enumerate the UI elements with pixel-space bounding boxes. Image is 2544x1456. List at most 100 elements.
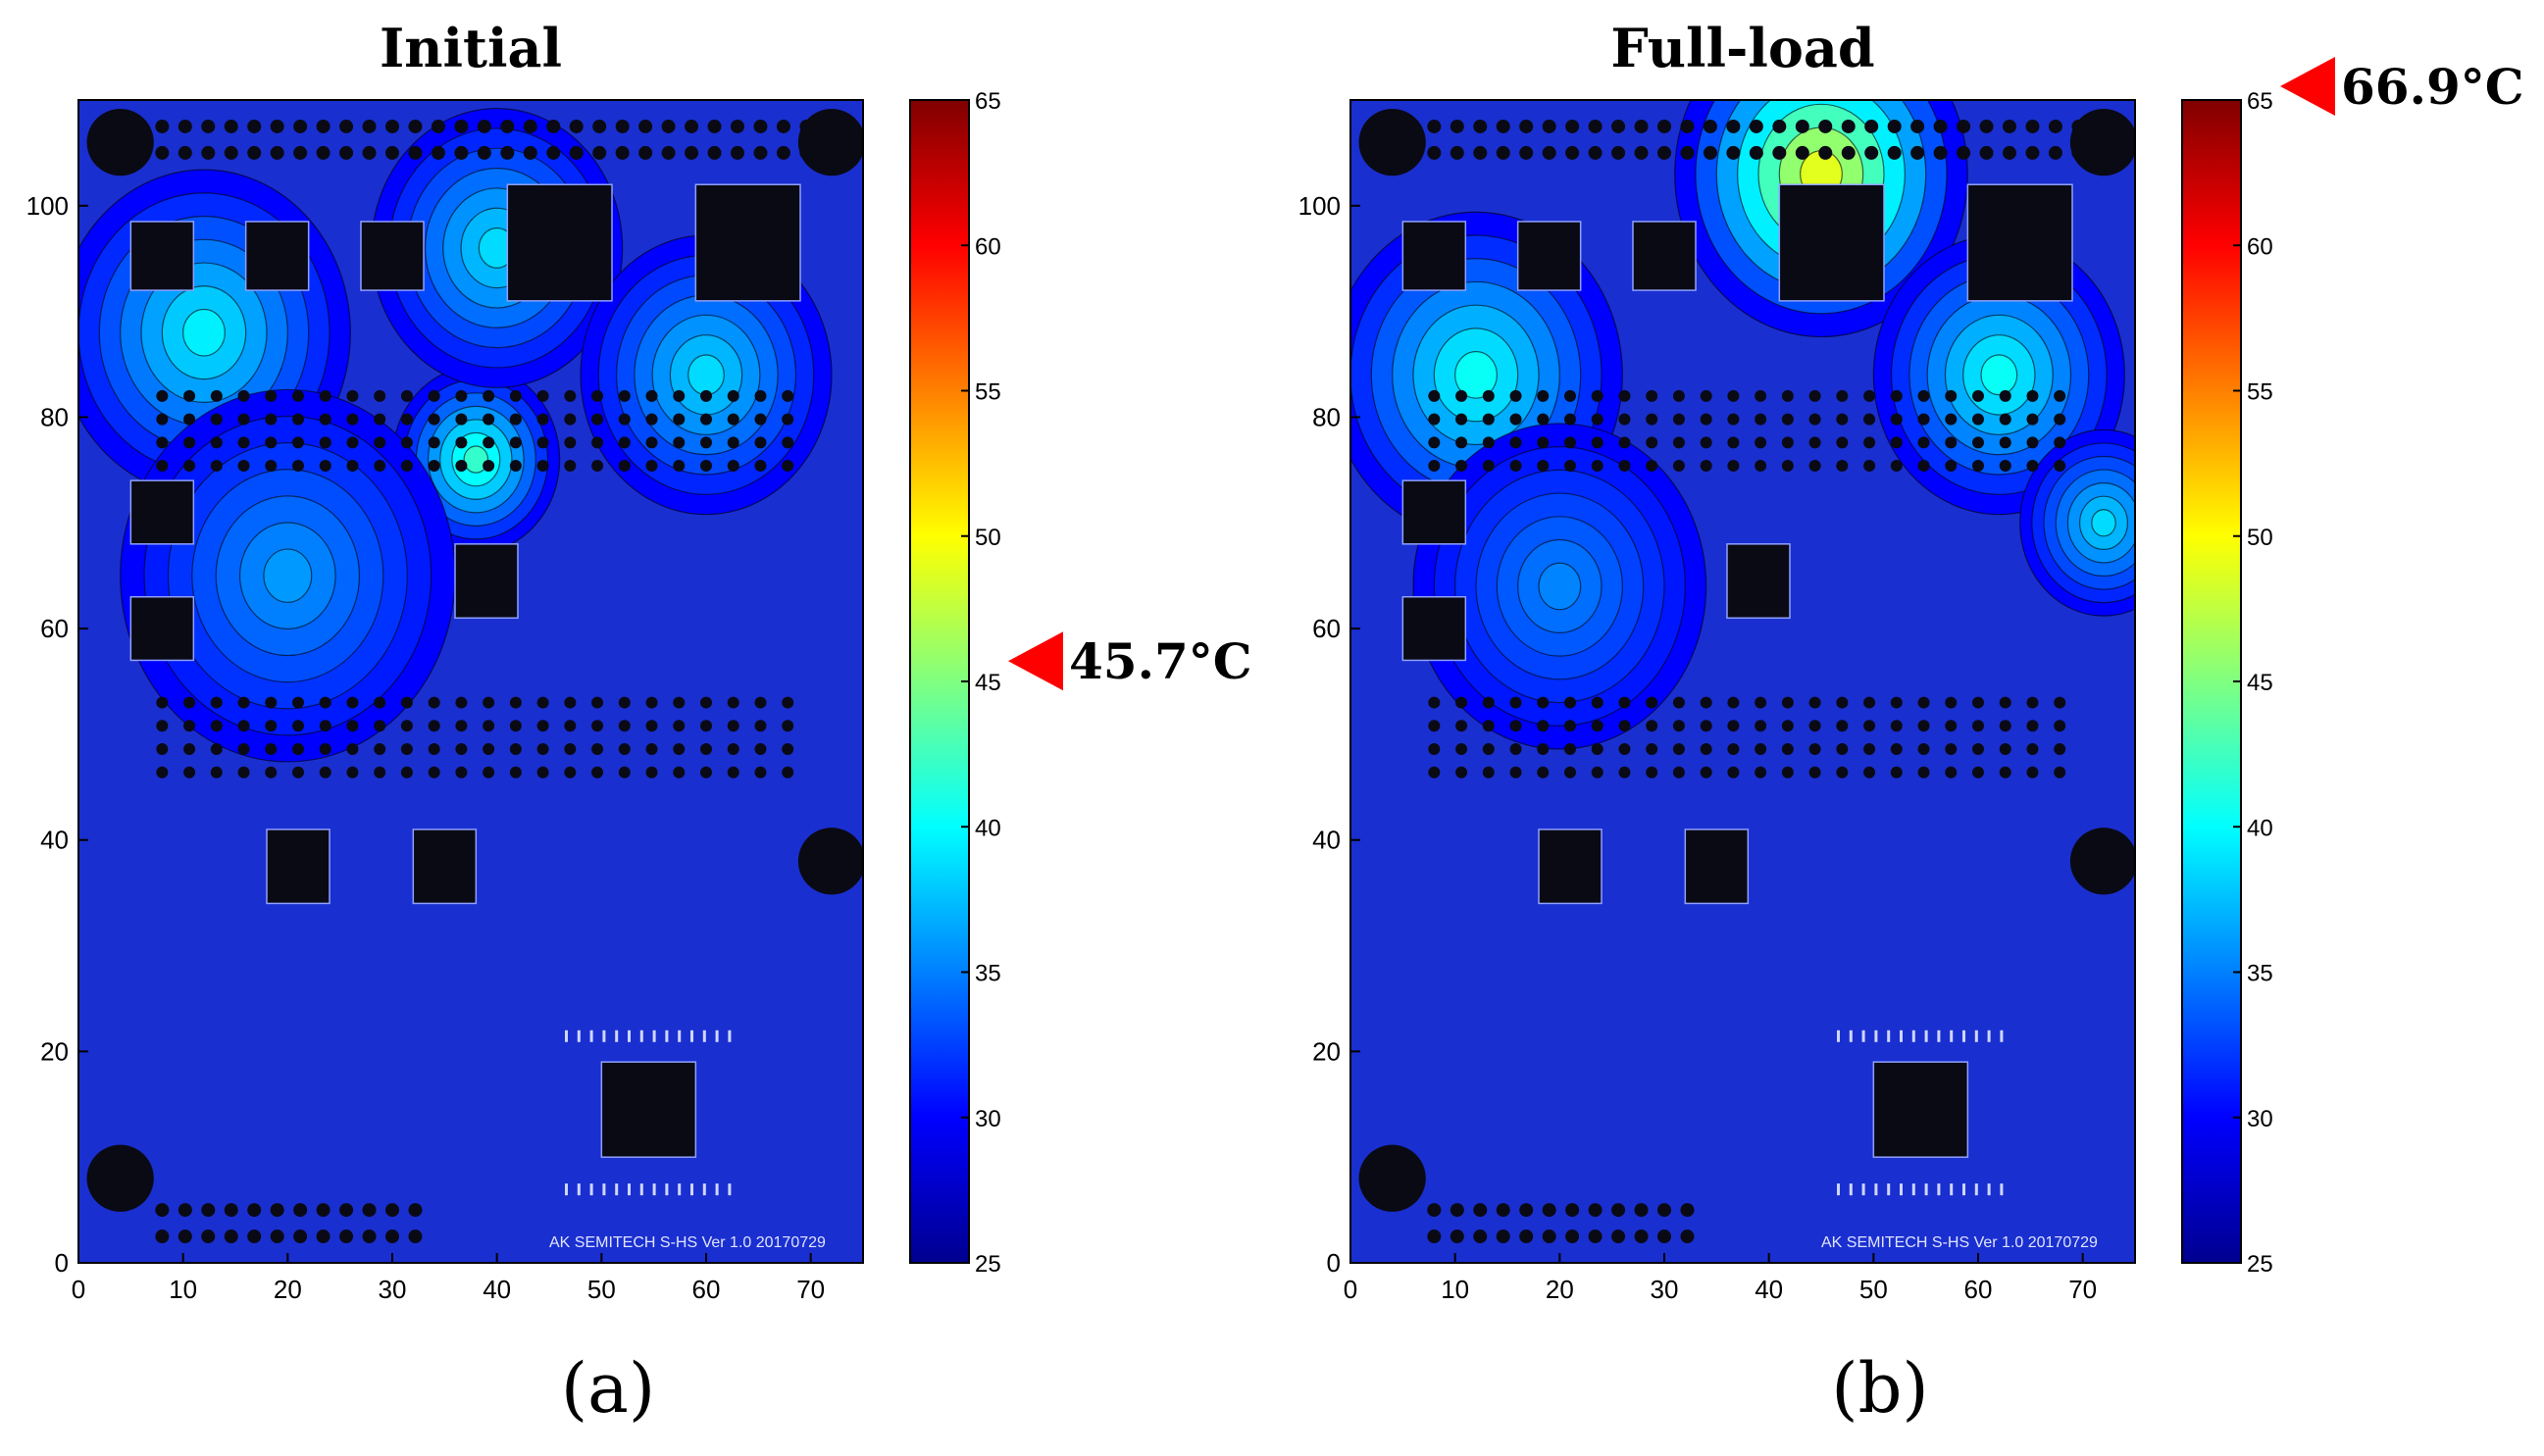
colorbar-tick-label: 60 (2247, 233, 2273, 260)
bottom-pad (1427, 1203, 1442, 1218)
via (645, 766, 658, 778)
via (265, 720, 278, 732)
via (183, 460, 196, 473)
mcu-pin (602, 1183, 606, 1196)
x-tick-label: 0 (1344, 1275, 1357, 1304)
header-pad (339, 145, 354, 160)
via (782, 436, 794, 449)
mounting-hole-1 (2069, 109, 2135, 176)
via (1836, 460, 1849, 473)
via (1700, 743, 1712, 756)
header-pad (776, 145, 790, 160)
chip (1726, 543, 1791, 620)
header-pad (2003, 145, 2016, 160)
via (1917, 460, 1930, 473)
via (428, 413, 440, 426)
panel-label: (b) (1831, 1348, 1928, 1429)
via (1646, 460, 1658, 473)
via (319, 720, 331, 732)
via (237, 696, 250, 709)
board-silkscreen-text: AK SEMITECH S-HS Ver 1.0 20170729 (549, 1234, 826, 1251)
via (292, 413, 304, 426)
hotspot-4-contour-6 (2091, 509, 2116, 537)
via (1646, 436, 1658, 449)
via (1836, 696, 1849, 709)
via (1646, 743, 1658, 756)
via (754, 696, 767, 709)
header-pad (546, 145, 561, 160)
via (645, 413, 658, 426)
header-pad (1933, 119, 1948, 133)
via (2054, 743, 2066, 756)
via (564, 696, 577, 709)
via (618, 743, 631, 756)
via (1755, 720, 1767, 732)
chip (129, 595, 195, 662)
via (1808, 460, 1821, 473)
bottom-pad (1496, 1230, 1510, 1244)
via (1755, 696, 1767, 709)
header-pad (523, 145, 537, 160)
header-pad (731, 145, 744, 160)
header-pad (1657, 145, 1671, 160)
via (645, 743, 658, 756)
via (210, 696, 223, 709)
via (536, 436, 549, 449)
header-pad (431, 145, 445, 160)
colorbar-tick-label: 60 (975, 233, 1001, 260)
via (428, 436, 440, 449)
via (210, 720, 223, 732)
via (1482, 413, 1495, 426)
header-pad (1496, 145, 1510, 160)
mounting-hole-1 (797, 109, 863, 176)
via (428, 720, 440, 732)
via (673, 389, 686, 402)
header-pad (1519, 119, 1534, 133)
header-pad (1933, 145, 1948, 160)
x-tick-label: 0 (72, 1275, 85, 1304)
header-pad (2003, 119, 2016, 133)
mcu-pin (1937, 1029, 1941, 1042)
via (1700, 389, 1712, 402)
via (1917, 743, 1930, 756)
via (1672, 696, 1685, 709)
via (346, 460, 359, 473)
bottom-pad (247, 1203, 262, 1218)
via (1537, 720, 1550, 732)
header-pad (685, 145, 699, 160)
header-pad (1841, 145, 1856, 160)
header-pad (1772, 145, 1787, 160)
mcu-pin (1874, 1183, 1878, 1196)
header-pad (2025, 119, 2040, 133)
mounting-hole-2 (797, 828, 863, 895)
chip-large (694, 183, 801, 302)
header-pad (201, 119, 216, 133)
via (1917, 766, 1930, 778)
via (1890, 696, 1903, 709)
via (1755, 460, 1767, 473)
plot-frame (77, 99, 864, 1264)
via (1537, 389, 1550, 402)
header-pad (1749, 119, 1763, 133)
via (374, 743, 386, 756)
mcu-pin (678, 1183, 682, 1196)
header-pad (1703, 119, 1717, 133)
chip (1401, 595, 1467, 662)
via (1917, 413, 1930, 426)
via (1672, 413, 1685, 426)
header-pad (1979, 145, 1994, 160)
mcu-pin (639, 1183, 643, 1196)
header-pad (155, 145, 170, 160)
via (2054, 413, 2066, 426)
via (673, 436, 686, 449)
x-tick-label: 50 (587, 1275, 616, 1304)
via (1646, 389, 1658, 402)
bottom-pad (339, 1230, 354, 1244)
via (1945, 389, 1958, 402)
via (673, 696, 686, 709)
header-pad (247, 145, 262, 160)
via (1591, 436, 1603, 449)
via (618, 389, 631, 402)
mounting-hole-2 (2069, 828, 2135, 895)
via (2026, 696, 2039, 709)
